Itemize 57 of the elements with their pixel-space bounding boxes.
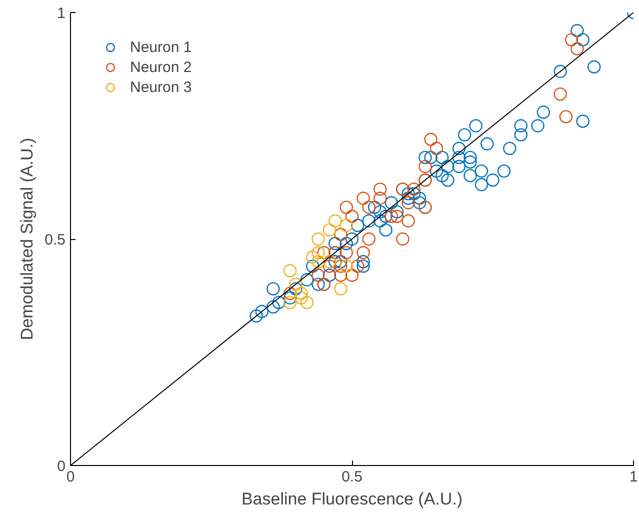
point <box>396 232 410 246</box>
point <box>356 192 370 205</box>
legend-label: Neuron 3 <box>130 78 192 96</box>
point <box>322 260 336 273</box>
point <box>300 296 314 310</box>
point <box>283 296 297 310</box>
point <box>294 291 308 304</box>
x-tick-label: 1 <box>629 468 638 486</box>
point <box>289 278 302 291</box>
point <box>351 260 364 273</box>
point <box>340 246 353 260</box>
point <box>340 218 353 232</box>
point <box>374 182 387 196</box>
point <box>424 132 438 146</box>
point <box>312 268 325 282</box>
point <box>345 210 359 223</box>
point <box>418 160 432 174</box>
point <box>340 260 353 273</box>
x-axis-title: Baseline Fluorescence (A.U.) <box>241 490 463 508</box>
point <box>430 142 444 155</box>
point <box>334 228 348 242</box>
point <box>570 42 584 56</box>
point <box>362 232 376 246</box>
legend-label: Neuron 1 <box>130 38 192 56</box>
y-tick-label: 0 <box>57 458 66 475</box>
point <box>306 250 320 264</box>
point <box>283 286 297 300</box>
point <box>334 268 348 282</box>
point <box>328 214 342 228</box>
point <box>312 246 325 260</box>
y-tick-label: 0.5 <box>44 232 66 248</box>
point <box>402 214 415 228</box>
point <box>384 210 398 223</box>
point <box>390 210 404 223</box>
point <box>340 200 353 214</box>
point <box>554 87 567 101</box>
point <box>374 192 387 205</box>
point <box>322 255 336 268</box>
point <box>559 110 573 124</box>
point <box>356 246 370 260</box>
y-axis-title: Demodulated Signal (A.U.) <box>18 138 37 340</box>
point <box>317 246 330 260</box>
point <box>564 33 578 46</box>
point <box>334 260 348 273</box>
point <box>322 223 336 237</box>
point <box>402 196 415 210</box>
point <box>312 255 325 268</box>
point <box>362 200 376 214</box>
x-tick-label: 0.5 <box>342 468 362 486</box>
legend-label: Neuron 2 <box>130 58 192 76</box>
y-tick-label: 1 <box>57 5 66 22</box>
point <box>312 232 325 246</box>
point <box>345 268 359 282</box>
point <box>283 264 297 278</box>
point <box>294 286 308 300</box>
point <box>407 182 421 196</box>
point <box>334 282 348 296</box>
